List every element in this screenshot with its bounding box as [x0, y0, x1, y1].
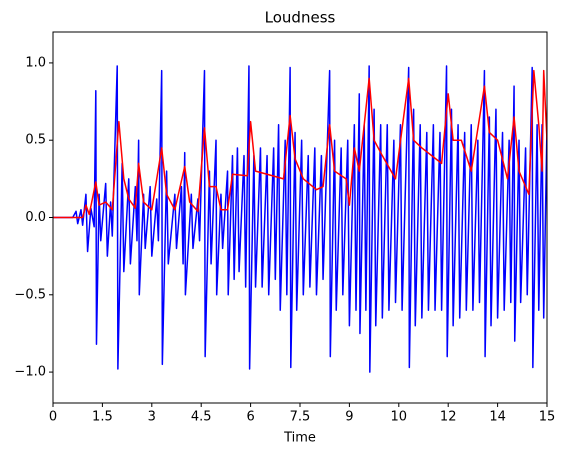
y-tick-label: −1.0 — [14, 365, 46, 380]
x-tick-label: 10 — [391, 410, 408, 425]
x-axis-label: Time — [283, 431, 316, 446]
x-tick-label: 6 — [246, 410, 254, 425]
series-line — [53, 69, 547, 219]
x-tick-label: 15 — [539, 410, 556, 425]
series-line — [53, 65, 547, 373]
y-tick-label: 1.0 — [25, 55, 46, 70]
x-tick-label: 12 — [440, 410, 457, 425]
x-tick-label: 1.5 — [92, 410, 113, 425]
y-tick-label: 0.5 — [25, 133, 46, 148]
chart-title: Loudness — [265, 9, 336, 27]
x-tick-label: 9 — [345, 410, 353, 425]
x-tick-label: 0 — [49, 410, 57, 425]
y-tick-label: −0.5 — [14, 287, 46, 302]
x-tick-label: 3 — [148, 410, 156, 425]
y-tick-label: 0.0 — [25, 210, 46, 225]
x-tick-label: 7.5 — [290, 410, 311, 425]
x-tick-label: 14 — [489, 410, 506, 425]
x-tick-label: 4.5 — [191, 410, 212, 425]
